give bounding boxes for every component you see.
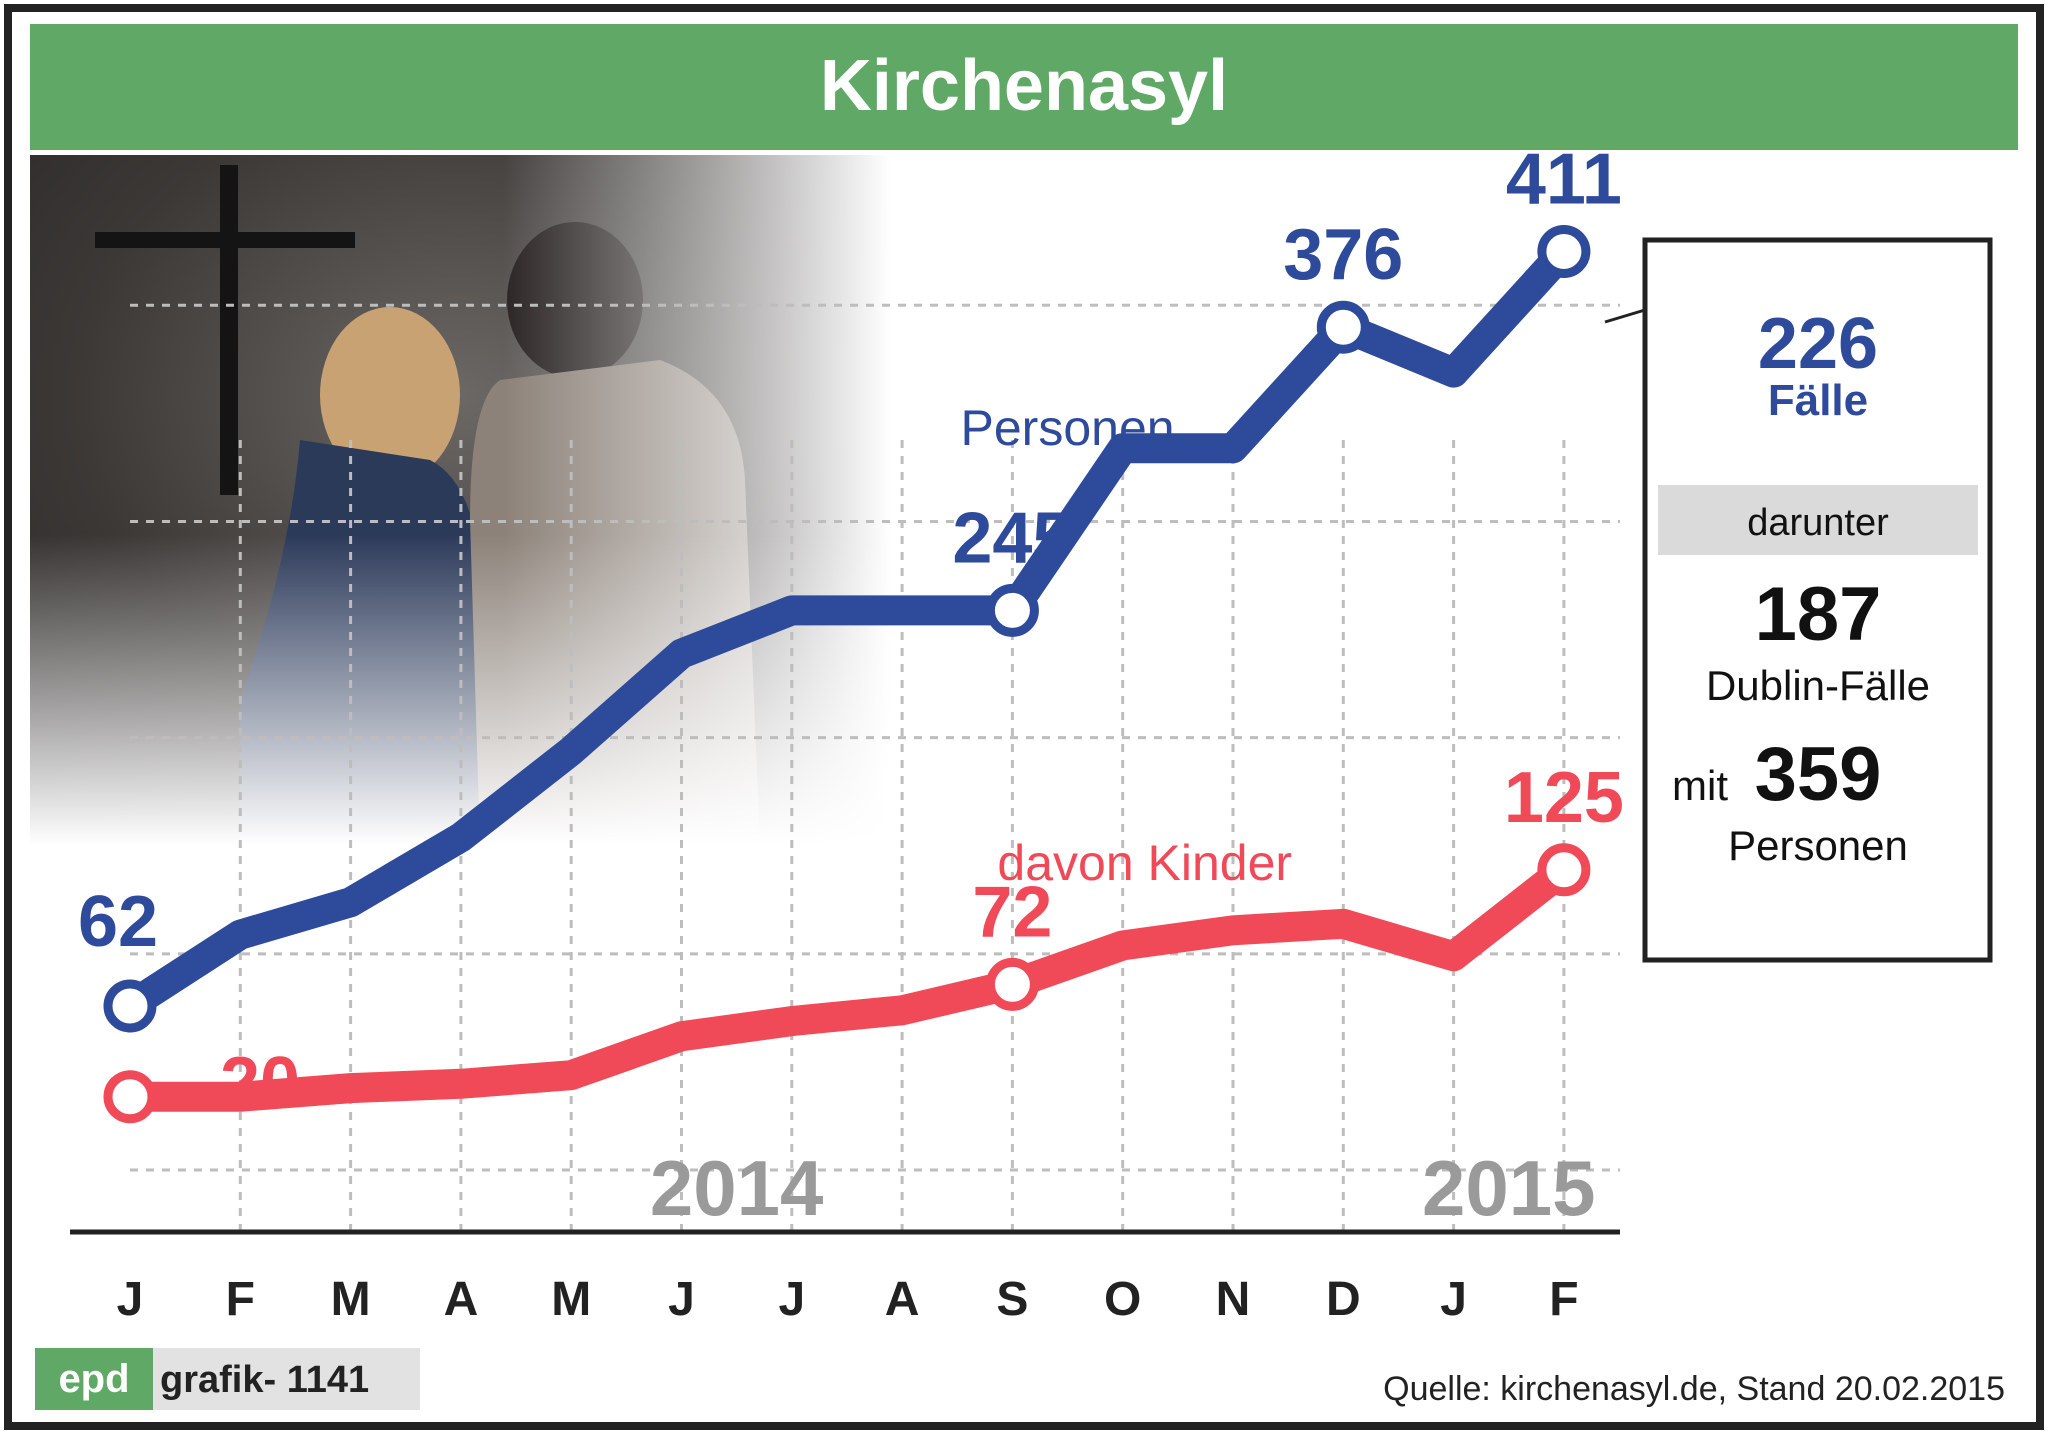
dublin-value: 187 [1755,572,1882,657]
mit-value: 359 [1755,732,1882,817]
data-label: 62 [78,882,158,962]
series-line-personen [115,236,1579,1021]
data-point-marker [1537,843,1591,897]
x-tick-label: S [996,1273,1028,1326]
x-tick-label: J [778,1273,805,1326]
data-label: 411 [1506,140,1622,220]
header-bar [30,24,2018,150]
x-tick-label: M [331,1273,371,1326]
photo [30,155,890,845]
series-name-label: Personen [961,400,1175,456]
data-label: 72 [972,872,1052,952]
data-label: 245 [952,498,1072,578]
x-tick-label: A [444,1273,479,1326]
data-point-marker [1537,225,1591,279]
epd-logo-text: epd [58,1357,129,1401]
grid [130,303,1620,1232]
year-labels: 2014 2015 [650,1144,1596,1232]
x-tick-label: J [1440,1273,1467,1326]
data-point-marker [103,1070,157,1124]
dublin-label: Dublin-Fälle [1706,662,1930,709]
footer: epd grafik- 1141 Quelle: kirchenasyl.de,… [35,1348,2005,1410]
x-tick-label: J [668,1273,695,1326]
info-box-frame [1642,237,1993,963]
graphic-id: grafik- 1141 [160,1359,369,1401]
x-tick-label: J [117,1273,144,1326]
x-tick-label: O [1104,1273,1141,1326]
data-point-marker [985,957,1039,1011]
darunter-band [1658,485,1978,555]
cases-label: Fälle [1768,376,1868,425]
info-box: 226 Fälle darunter 187 Dublin-Fälle mit … [1604,237,1993,963]
x-tick-label: N [1216,1273,1251,1326]
data-label: 376 [1283,215,1403,295]
data-point-marker [103,979,157,1033]
x-tick-label: D [1326,1273,1361,1326]
series-name-label: davon Kinder [997,835,1292,891]
cases-value: 226 [1758,304,1878,384]
mit-label: mit [1672,762,1728,809]
chart-title: Kirchenasyl [820,46,1228,126]
x-tick-label: A [885,1273,920,1326]
year-label-2014: 2014 [650,1144,824,1232]
source-text: Quelle: kirchenasyl.de, Stand 20.02.2015 [1383,1370,2005,1408]
data-point-marker [985,583,1039,637]
data-point-marker [1316,300,1370,354]
darunter-label: darunter [1747,502,1889,544]
x-tick-label: M [551,1273,591,1326]
series-line-kinder [115,854,1579,1112]
epd-logo [35,1348,153,1410]
persons-label: Personen [1728,822,1908,869]
data-label: 125 [1504,758,1624,838]
data-labels: 62 245 376 411 Personen 20 72 125 davon Kinder [78,140,1624,1123]
series [103,225,1591,1124]
x-tick-label: F [1549,1273,1578,1326]
data-label: 20 [220,1043,300,1123]
x-tick-label: F [226,1273,255,1326]
year-label-2015: 2015 [1422,1144,1596,1232]
